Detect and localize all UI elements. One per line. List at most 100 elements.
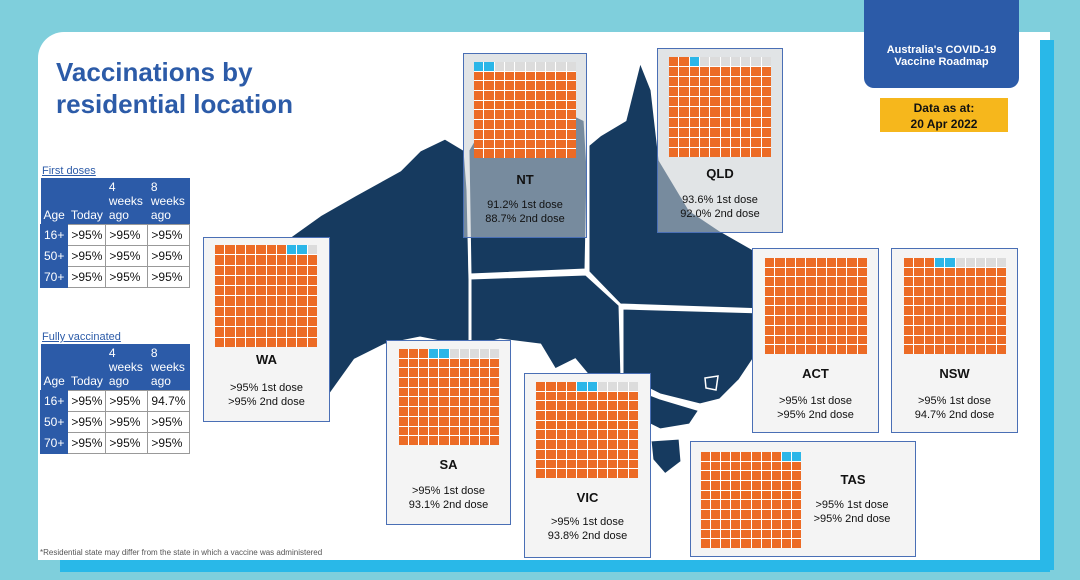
waffle-cell [504,129,515,139]
waffle-cell [765,316,775,325]
waffle-cell [751,127,761,137]
waffle-cell [546,391,556,401]
waffle-cell [535,62,546,71]
second-dose-label: 2nd dose [845,513,891,525]
waffle-chart [904,258,1006,354]
waffle-cell [556,440,566,449]
waffle-cell [628,420,638,430]
waffle-cell [976,267,986,277]
data-date-value: 20 Apr 2022 [910,117,978,131]
waffle-chart [474,62,576,158]
waffle-cell [857,345,867,354]
waffle-cell [459,349,469,358]
waffle-cell [256,306,266,317]
waffle-cell [409,436,419,445]
first-doses-table: Age Today 4 weeks ago 8 weeks ago 16+ >95… [39,178,191,288]
waffle-cell [419,387,429,397]
waffle-cell [587,401,597,411]
waffle-cell [741,519,751,529]
waffle-cell [721,490,731,500]
waffle-cell [775,296,785,306]
waffle-cell [566,430,577,440]
waffle-cell [566,420,577,430]
waffle-cell [711,500,721,510]
waffle-cell [679,147,689,157]
waffle-cell [721,481,731,490]
waffle-cell [699,97,710,107]
waffle-cell [965,277,976,287]
waffle-cell [965,335,976,345]
waffle-cell [449,397,459,407]
col-header-4w: 4 weeks ago [105,344,148,391]
waffle-cell [816,316,826,325]
waffle-cell [720,117,730,127]
first-dose-value: 93.6% [682,194,714,206]
waffle-cell [556,391,566,401]
waffle-cell [826,277,837,287]
dose-text: 93.6% 1st dose 92.0% 2nd dose [657,193,783,221]
waffle-cell [297,286,307,296]
waffle-cell [494,100,504,110]
waffle-cell [587,459,597,469]
waffle-cell [795,287,806,296]
waffle-cell [479,358,489,368]
waffle-cell [618,449,628,459]
waffle-cell [266,265,276,275]
waffle-cell [266,337,276,347]
waffle-cell [556,411,566,420]
waffle-cell [556,110,566,120]
waffle-cell [525,139,535,149]
waffle-cell [525,71,535,81]
waffle-cell [837,345,847,354]
table-row: 50+ >95% >95% >95% [39,245,191,267]
waffle-cell [429,436,439,445]
waffle-cell [795,306,806,316]
waffle-cell [781,461,791,471]
waffle-cell [689,147,699,157]
waffle-cell [556,100,566,110]
waffle-cell [399,368,409,378]
waffle-cell [419,378,429,387]
waffle-cell [479,416,489,426]
waffle-cell [765,335,775,345]
waffle-cell [679,87,689,97]
age-cell: 70+ [39,432,69,454]
waffle-cell [449,378,459,387]
waffle-cell [669,67,679,77]
waffle-cell [409,387,419,397]
waffle-cell [986,277,996,287]
waffle-cell [287,265,297,275]
waffle-cell [775,277,785,287]
second-dose-line: >95% 2nd dose [203,395,330,409]
waffle-cell [266,275,276,286]
waffle-cell [474,81,484,91]
waffle-cell [761,87,771,97]
waffle-cell [679,57,689,67]
waffle-cell [225,337,235,347]
waffle-cell [741,107,751,117]
state-name: SA [439,457,458,472]
waffle-cell [669,117,679,127]
waffle-cell [837,296,847,306]
waffle-cell [515,62,525,71]
waffle-cell [679,127,689,137]
waffle-cell [721,471,731,481]
waffle-cell [546,81,556,91]
waffle-cell [775,316,785,325]
waffle-cell [546,139,556,149]
waffle-cell [775,335,785,345]
waffle-cell [711,452,721,461]
waffle-cell [710,127,720,137]
waffle-cell [439,387,449,397]
waffle-cell [287,337,297,347]
waffle-cell [566,440,577,449]
waffle-cell [761,97,771,107]
waffle-cell [785,325,795,335]
value-cell: >95% [67,224,107,246]
first-dose-label: 1st dose [521,199,563,211]
waffle-cell [577,411,587,420]
waffle-cell [741,481,751,490]
waffle-cell [986,325,996,335]
waffle-cell [904,335,914,345]
table-header-row: Age Today 4 weeks ago 8 weeks ago [40,344,190,391]
